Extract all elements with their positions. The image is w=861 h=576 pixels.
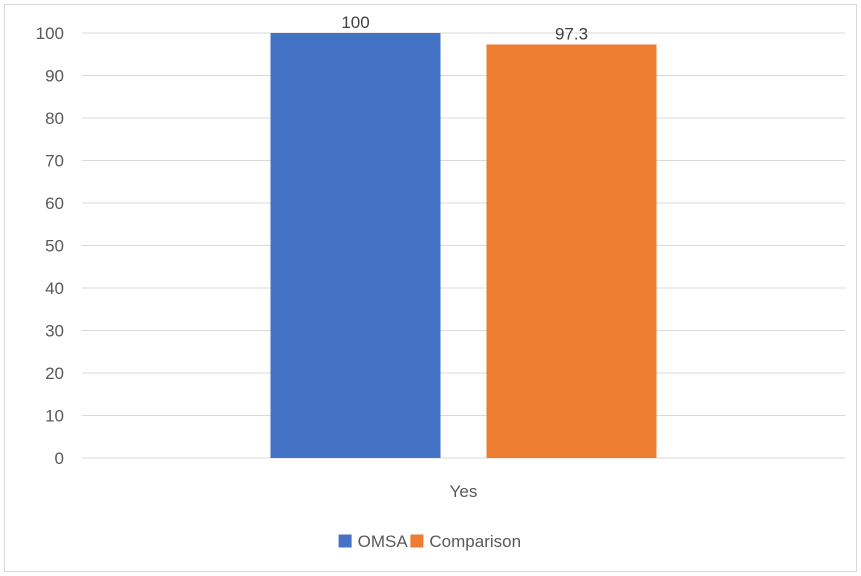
data-label-comparison: 97.3 xyxy=(555,24,588,43)
y-tick-label-0: 0 xyxy=(55,449,64,468)
bar-omsa xyxy=(270,33,441,458)
y-tick-label-40: 40 xyxy=(45,279,64,298)
y-axis-tick-labels: 0 10 20 30 40 50 60 70 80 90 100 xyxy=(36,24,64,468)
data-label-omsa: 100 xyxy=(341,13,369,32)
y-tick-label-10: 10 xyxy=(45,407,64,426)
y-tick-label-20: 20 xyxy=(45,364,64,383)
data-labels: 100 97.3 xyxy=(341,13,588,43)
y-tick-label-60: 60 xyxy=(45,194,64,213)
bar-comparison xyxy=(486,44,657,458)
y-tick-label-80: 80 xyxy=(45,109,64,128)
bars xyxy=(270,33,657,458)
legend-swatch-omsa xyxy=(338,534,352,548)
y-tick-label-50: 50 xyxy=(45,237,64,256)
gridlines xyxy=(82,32,845,459)
y-tick-label-30: 30 xyxy=(45,322,64,341)
legend-swatch-comparison xyxy=(410,534,424,548)
legend-label-comparison: Comparison xyxy=(429,532,521,551)
x-tick-label-yes: Yes xyxy=(450,482,478,501)
legend-label-omsa: OMSA xyxy=(358,532,409,551)
legend: OMSA Comparison xyxy=(338,532,521,551)
y-tick-label-70: 70 xyxy=(45,152,64,171)
x-axis-tick-labels: Yes xyxy=(450,482,478,501)
y-tick-label-100: 100 xyxy=(36,24,64,43)
y-tick-label-90: 90 xyxy=(45,67,64,86)
